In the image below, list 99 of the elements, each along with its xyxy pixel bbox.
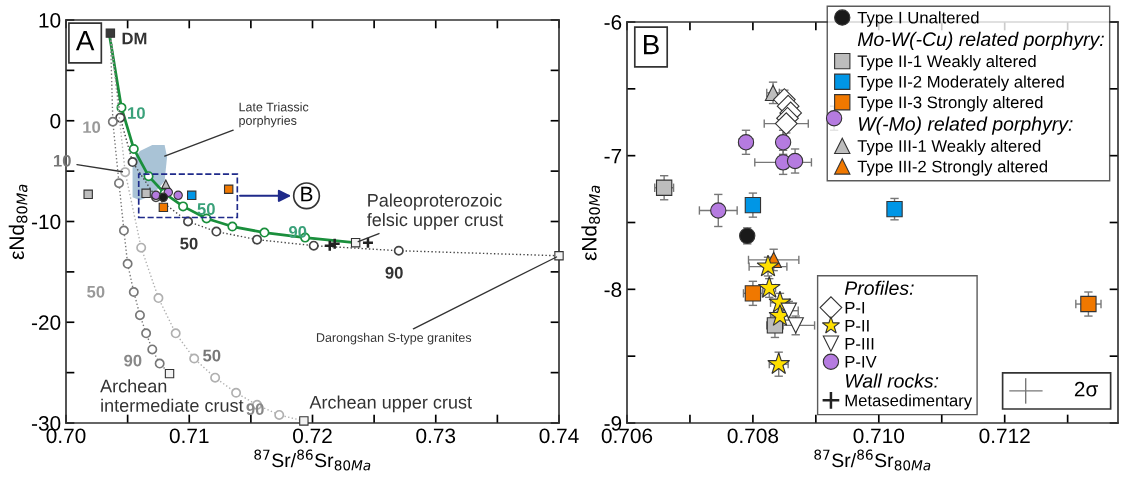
annotation: 50 <box>87 285 105 298</box>
point <box>161 179 171 189</box>
x-tick-label: 0.708 <box>727 428 779 444</box>
annotation: Profiles: <box>844 280 914 296</box>
point <box>1080 295 1097 313</box>
point <box>223 184 234 194</box>
point <box>153 293 164 304</box>
point <box>178 201 189 212</box>
annotation: A <box>75 31 95 51</box>
legend-label: P-I <box>845 301 865 314</box>
point <box>170 328 181 339</box>
point <box>127 157 138 168</box>
point <box>183 216 194 227</box>
annotation: 50 <box>180 237 198 250</box>
point <box>134 310 145 321</box>
legend-label: Type II-1 Weakly altered <box>857 54 1036 71</box>
point <box>227 221 238 232</box>
x-axis-title: $^{87}$Sr/$^{86}$Sr$_{80Ma}$ <box>254 449 371 471</box>
point <box>147 344 158 355</box>
annotation: 2σ <box>1074 381 1098 397</box>
point <box>231 387 242 398</box>
annotation: 50 <box>203 349 221 362</box>
x-tick-label: 0.71 <box>169 428 209 444</box>
point <box>210 372 221 383</box>
legend-label: Metasedimentary <box>845 394 973 410</box>
point <box>710 202 727 219</box>
point <box>83 189 93 200</box>
point <box>186 190 197 201</box>
point <box>128 143 139 154</box>
y-tick-label: 10 <box>39 13 61 28</box>
y-tick-label: -6 <box>604 15 622 30</box>
point <box>393 245 404 256</box>
legend-label: Type III-2 Strongly altered <box>857 160 1048 176</box>
annotation: 10 <box>128 107 145 119</box>
point <box>173 190 183 201</box>
legend-label: Type III-1 Weakly altered <box>857 139 1041 156</box>
point <box>211 226 222 237</box>
point <box>158 192 169 203</box>
point <box>113 178 124 189</box>
annotation: Wall rocks: <box>845 373 939 388</box>
point <box>259 227 270 238</box>
point <box>105 28 116 38</box>
point <box>767 352 791 375</box>
point <box>118 225 129 236</box>
point <box>158 202 169 213</box>
point <box>774 112 798 135</box>
annotation: Paleoproterozoic felsic upper crust <box>367 193 504 230</box>
point <box>189 353 200 364</box>
point <box>122 258 133 269</box>
point <box>274 409 285 420</box>
y-axis-title: εNd$_{80Ma}$ <box>581 185 601 261</box>
annotation: 50 <box>197 203 215 215</box>
point <box>154 358 165 369</box>
point <box>361 236 375 249</box>
point <box>120 167 131 178</box>
annotation: Late Triassic porphyries <box>239 102 309 128</box>
x-tick-label: 0.712 <box>979 428 1030 444</box>
annotation: W(-Mo) related porphyry: <box>858 116 1073 135</box>
annotation: 10 <box>83 121 101 134</box>
x-axis-title: $^{87}$Sr/$^{86}$Sr$_{80Ma}$ <box>814 449 931 471</box>
x-tick-label: 0.710 <box>853 428 905 444</box>
annotation: Archean upper crust <box>309 395 472 413</box>
point <box>825 110 843 127</box>
legend-label: Type I Unaltered <box>857 11 979 27</box>
legend-label: P-II <box>845 320 869 332</box>
x-tick-label: 0.74 <box>539 428 579 444</box>
annotation: Archean intermediate crust <box>100 379 244 412</box>
point <box>252 234 263 245</box>
point <box>141 188 151 199</box>
point <box>136 242 147 253</box>
point <box>744 196 762 214</box>
x-tick-label: 0.73 <box>416 428 456 444</box>
y-axis-title: εNd$_{80Ma}$ <box>8 184 28 260</box>
annotation: 90 <box>246 403 264 416</box>
y-tick-label: -20 <box>31 315 61 330</box>
annotation: B <box>644 35 659 55</box>
y-tick-label: -10 <box>31 214 61 230</box>
legend-label: Type II-3 Strongly altered <box>857 96 1043 112</box>
y-tick-label: -7 <box>604 148 622 164</box>
point <box>308 240 319 251</box>
legend-label: P-III <box>845 338 874 350</box>
legend-label: Type II-2 Moderately altered <box>857 75 1064 92</box>
annotation: Mo-W(-Cu) related porphyry: <box>857 31 1104 50</box>
point <box>554 251 564 261</box>
point <box>299 416 309 426</box>
point <box>128 287 139 298</box>
point <box>786 152 804 170</box>
point <box>164 368 175 379</box>
y-tick-label: 0 <box>50 113 61 129</box>
annotation: DM <box>122 32 147 45</box>
annotation: 90 <box>385 266 403 279</box>
point <box>141 328 152 339</box>
annotation: Darongshan S-type granites <box>316 332 472 345</box>
point <box>107 116 118 127</box>
y-tick-label: -8 <box>604 282 622 298</box>
annotation: B <box>301 186 313 202</box>
annotation: 90 <box>124 354 142 367</box>
x-tick-label: 0.72 <box>293 428 332 444</box>
legend-label: P-IV <box>845 356 877 368</box>
